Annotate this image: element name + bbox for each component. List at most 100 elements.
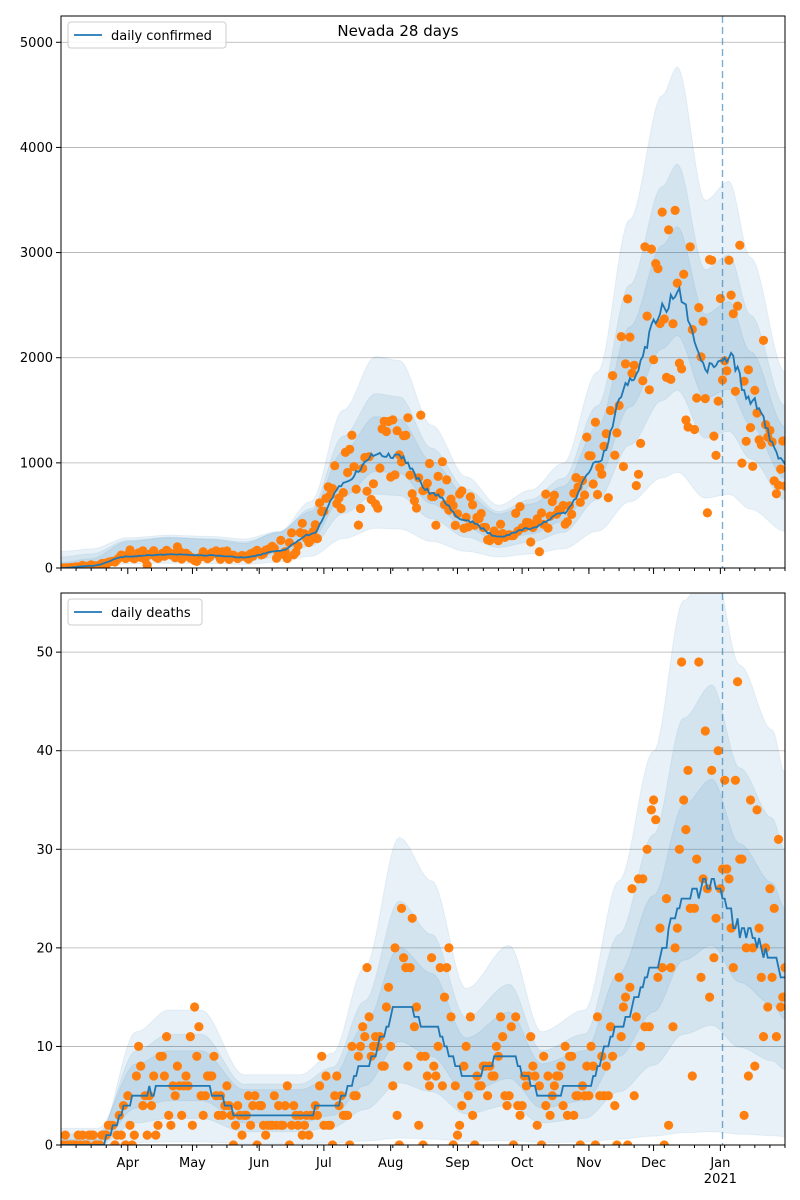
observed-point [636, 438, 646, 448]
observed-point [668, 319, 678, 329]
observed-point [627, 884, 637, 894]
observed-point [567, 509, 577, 519]
observed-point [750, 385, 760, 395]
observed-point [629, 1091, 639, 1101]
observed-point [439, 992, 450, 1002]
observed-point [506, 1022, 516, 1032]
observed-point [659, 314, 669, 324]
observed-point [177, 1110, 187, 1120]
observed-point [504, 1091, 514, 1101]
observed-point [590, 1140, 600, 1145]
observed-point [612, 1140, 622, 1145]
observed-point [489, 1071, 499, 1081]
observed-point [694, 303, 704, 313]
observed-point [349, 462, 359, 472]
observed-point [149, 1071, 159, 1081]
y-tick-label: 0 [45, 1139, 53, 1154]
observed-point [289, 1101, 299, 1111]
observed-point [743, 365, 754, 375]
observed-point [200, 1091, 210, 1101]
observed-point [403, 1061, 413, 1071]
observed-point [218, 1110, 228, 1120]
observed-point [653, 972, 663, 983]
observed-point [711, 450, 721, 460]
observed-point [666, 963, 676, 973]
observed-point [459, 1061, 469, 1071]
observed-point [756, 440, 766, 450]
observed-point [483, 1091, 493, 1101]
observed-point [646, 805, 657, 815]
observed-point [476, 1081, 486, 1091]
observed-point [515, 502, 525, 512]
observed-point [601, 429, 611, 439]
observed-point [517, 1101, 527, 1111]
observed-point [728, 309, 738, 319]
observed-point [616, 332, 626, 342]
observed-point [666, 374, 676, 384]
observed-point [181, 1071, 191, 1081]
observed-point [170, 1091, 180, 1101]
observed-point [750, 1061, 760, 1071]
observed-point [312, 533, 322, 544]
observed-point [737, 854, 747, 864]
observed-point [187, 1120, 197, 1130]
observed-point [670, 205, 680, 215]
observed-point [651, 815, 661, 825]
observed-point [536, 1140, 547, 1145]
observed-point [293, 1120, 303, 1130]
y-tick-label: 40 [36, 744, 53, 759]
observed-point [709, 431, 719, 441]
observed-point [692, 854, 702, 864]
observed-point [390, 943, 400, 953]
observed-point [338, 488, 348, 498]
observed-point [743, 1071, 754, 1081]
observed-point [110, 1140, 120, 1145]
observed-point [541, 489, 551, 499]
observed-point [765, 884, 775, 894]
observed-point [427, 953, 437, 963]
observed-point [450, 1081, 460, 1091]
observed-point [724, 874, 734, 884]
observed-point [379, 1061, 389, 1071]
observed-point [674, 844, 685, 854]
observed-point [580, 490, 590, 500]
y-tick-label: 5000 [20, 36, 53, 51]
observed-point [282, 1081, 292, 1091]
observed-point [468, 500, 478, 510]
observed-point [151, 1130, 161, 1140]
observed-point [608, 371, 618, 381]
observed-point [429, 1061, 439, 1071]
y-tick-label: 10 [36, 1040, 53, 1055]
x-tick-label: Sep [445, 1156, 470, 1171]
x-tick-label: Jun [248, 1156, 269, 1171]
observed-point [347, 1041, 357, 1051]
observed-point [360, 1032, 370, 1042]
x-tick-label: May [179, 1156, 206, 1171]
observed-point [590, 417, 601, 427]
observed-point [582, 432, 592, 442]
observed-point [252, 1140, 262, 1145]
observed-point [480, 522, 491, 532]
observed-point [409, 1022, 419, 1032]
observed-point [776, 1002, 785, 1012]
uncertainty-band [61, 593, 785, 1145]
observed-point [623, 294, 633, 304]
observed-point [508, 1140, 519, 1145]
observed-point [735, 240, 745, 250]
x-tick-label: Nov [576, 1156, 602, 1171]
observed-point [248, 1101, 258, 1111]
observed-point [672, 278, 682, 288]
observed-point [558, 1101, 568, 1111]
observed-point [383, 982, 394, 992]
y-tick-label: 2000 [20, 351, 53, 366]
observed-point [278, 1120, 288, 1130]
observed-point [700, 394, 710, 404]
observed-point [515, 1110, 525, 1120]
observed-point [545, 1110, 555, 1120]
deaths-panel: 0 10 20 30 40 50 Apr May Jun Jul Aug Sep Oct Nov Dec Ja… [36, 592, 786, 1187]
observed-point [586, 451, 596, 461]
observed-point [562, 517, 573, 527]
observed-point [498, 1032, 508, 1042]
observed-point [315, 498, 325, 508]
observed-point [457, 486, 467, 496]
